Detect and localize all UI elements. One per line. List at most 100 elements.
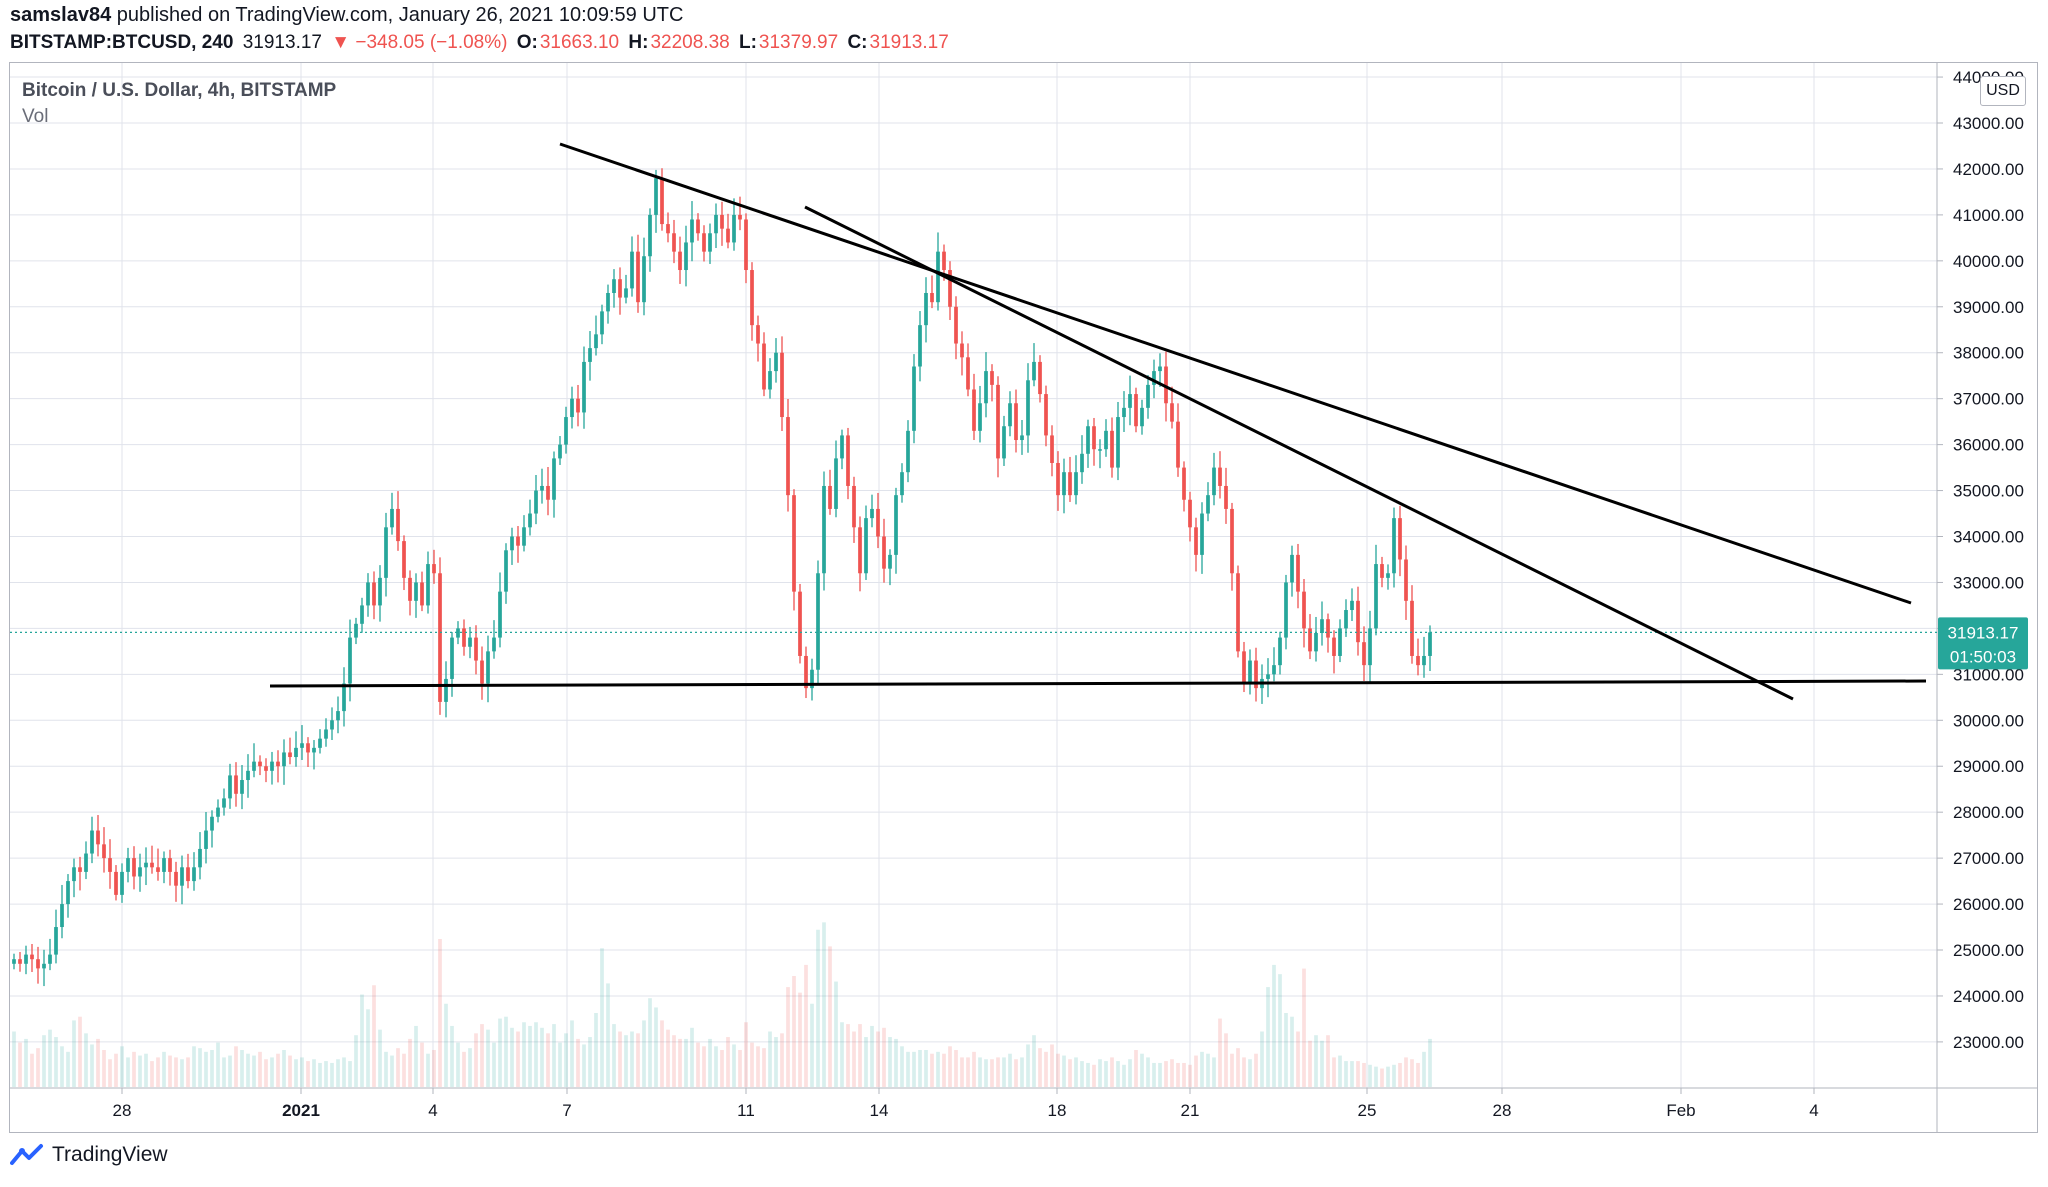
series-legend[interactable]: Bitcoin / U.S. Dollar, 4h, BITSTAMP	[22, 80, 337, 101]
low-value: 31379.97	[758, 32, 839, 53]
volume-bar	[660, 1020, 664, 1087]
candle-body	[1392, 518, 1396, 574]
tradingview-brand: TradingView	[52, 1143, 168, 1166]
volume-bar	[354, 1035, 358, 1087]
volume-bar	[462, 1051, 466, 1087]
volume-bar	[1212, 1057, 1216, 1087]
volume-bar	[474, 1033, 478, 1087]
candle-body	[1140, 407, 1144, 427]
volume-bar	[438, 939, 442, 1087]
volume-bar	[864, 1037, 868, 1087]
volume-bar	[408, 1038, 412, 1087]
volume-bar	[1350, 1061, 1354, 1087]
candle-body	[600, 311, 604, 335]
candle-body	[1110, 430, 1114, 468]
tradingview-footer[interactable]: TradingView	[10, 1143, 168, 1167]
candle-body	[744, 219, 748, 271]
volume-bar	[888, 1037, 892, 1087]
ohlc-header: BITSTAMP:BTCUSD, 240 31913.17 ▼ −348.05 …	[10, 32, 953, 54]
volume-bar	[1098, 1059, 1102, 1087]
volume-bar	[486, 1029, 490, 1087]
volume-bar	[642, 1020, 646, 1087]
time-tick-label: 4	[1809, 1101, 1818, 1120]
volume-bar	[1038, 1048, 1042, 1087]
volume-bar	[144, 1053, 148, 1087]
publisher-name[interactable]: samslav84	[10, 4, 112, 26]
candle-body	[1044, 394, 1048, 436]
volume-bar	[1392, 1064, 1396, 1087]
volume-bar	[672, 1035, 676, 1087]
volume-bar	[990, 1059, 994, 1087]
candle-body	[684, 242, 688, 271]
candle-body	[966, 357, 970, 390]
candle-body	[198, 848, 202, 868]
candle-body	[1302, 591, 1306, 629]
price-tag-countdown: 01:50:03	[1950, 647, 2016, 666]
candle-body	[780, 352, 784, 418]
close-label: C:	[847, 32, 868, 53]
volume-bar	[708, 1038, 712, 1087]
candle-body	[480, 660, 484, 684]
candle-body	[1200, 513, 1204, 555]
candle-body	[456, 628, 460, 638]
candle-body	[822, 485, 826, 574]
candle-body	[558, 444, 562, 459]
candle-body	[1278, 637, 1282, 666]
candle-body	[276, 761, 280, 767]
volume-bar	[966, 1057, 970, 1087]
candle-body	[534, 490, 538, 514]
volume-bar	[432, 1050, 436, 1087]
candle-body	[798, 591, 802, 656]
candle-body	[1398, 518, 1402, 560]
volume-legend[interactable]: Vol	[22, 106, 49, 127]
candle-body	[426, 564, 430, 606]
candle-body	[60, 904, 64, 928]
volume-bar	[762, 1048, 766, 1087]
volume-bar	[30, 1053, 34, 1087]
volume-bar	[648, 998, 652, 1087]
price-tick-label: 42000.00	[1953, 160, 2024, 179]
volume-bar	[972, 1051, 976, 1087]
candle-body	[126, 858, 130, 872]
candle-body	[306, 743, 310, 753]
volume-bar	[756, 1046, 760, 1087]
volume-bar	[1128, 1059, 1132, 1087]
volume-bar	[66, 1051, 70, 1087]
time-tick-label: 14	[870, 1101, 889, 1120]
candle-body	[846, 435, 850, 486]
volume-bar	[696, 1042, 700, 1087]
volume-bar	[1032, 1035, 1036, 1087]
volume-bar	[510, 1027, 514, 1087]
volume-bar	[186, 1057, 190, 1087]
volume-bar	[978, 1057, 982, 1087]
candle-body	[402, 541, 406, 578]
volume-bar	[714, 1046, 718, 1087]
volume-bar	[90, 1044, 94, 1087]
volume-bar	[1146, 1057, 1150, 1087]
volume-bar	[348, 1061, 352, 1087]
volume-bar	[516, 1031, 520, 1087]
volume-bar	[1260, 1031, 1264, 1087]
time-tick-label: Feb	[1666, 1101, 1695, 1120]
volume-bar	[594, 1013, 598, 1087]
volume-bar	[150, 1061, 154, 1087]
candle-body	[588, 348, 592, 362]
volume-bar	[378, 1029, 382, 1087]
candle-body	[1224, 485, 1228, 509]
candle-body	[330, 720, 334, 730]
volume-bar	[876, 1031, 880, 1087]
price-tick-label: 29000.00	[1953, 757, 2024, 776]
volume-bar	[1422, 1051, 1426, 1087]
volume-bar	[918, 1050, 922, 1087]
candle-body	[438, 573, 442, 702]
currency-button[interactable]: USD	[1980, 76, 2026, 106]
candle-body	[972, 389, 976, 431]
price-tick-label: 26000.00	[1953, 895, 2024, 914]
candle-body	[366, 582, 370, 606]
volume-bar	[912, 1051, 916, 1087]
candle-body	[354, 623, 358, 638]
candle-body	[990, 371, 994, 385]
volume-bar	[1332, 1057, 1336, 1087]
candle-body	[912, 366, 916, 431]
